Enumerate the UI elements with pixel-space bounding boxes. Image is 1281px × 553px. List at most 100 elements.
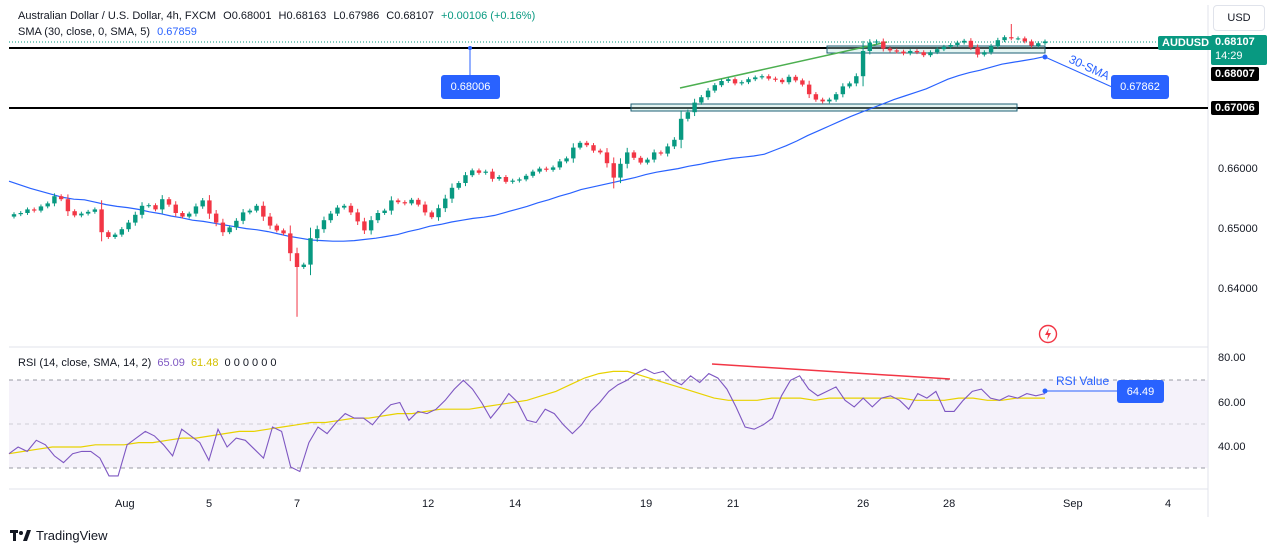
candle-body bbox=[476, 170, 482, 173]
price-pane[interactable] bbox=[9, 5, 1208, 346]
candle-body bbox=[503, 177, 509, 182]
symbol-header: Australian Dollar / U.S. Dollar, 4h, FXC… bbox=[18, 9, 535, 23]
price-trendline[interactable] bbox=[679, 41, 888, 89]
rsi-ma-line[interactable] bbox=[8, 370, 1045, 455]
level-callout[interactable]: 0.68006 bbox=[441, 75, 500, 99]
candle-body bbox=[665, 146, 670, 154]
candle-body bbox=[463, 175, 468, 183]
candle-body bbox=[753, 77, 758, 80]
ohlc-high: H0.68163 bbox=[278, 10, 327, 22]
candle-body bbox=[604, 152, 610, 164]
candle-body bbox=[119, 229, 125, 235]
sma-header[interactable]: SMA (30, close, 0, SMA, 5) 0.67859 bbox=[18, 25, 197, 39]
candle-body bbox=[146, 205, 151, 207]
candle-body bbox=[638, 157, 643, 163]
candle-body bbox=[618, 163, 623, 178]
rsi-label: RSI (14, close, SMA, 14, 2) bbox=[18, 357, 152, 369]
candle-body bbox=[867, 42, 872, 51]
rsi-value: 65.09 bbox=[157, 357, 185, 369]
candle-body bbox=[11, 214, 17, 217]
level-high-tag: 0.68007 bbox=[1211, 67, 1259, 81]
lightning-icon[interactable] bbox=[1038, 324, 1058, 344]
candle-body bbox=[315, 229, 320, 239]
candle-body bbox=[139, 205, 145, 215]
candle-body bbox=[429, 212, 434, 218]
rsi-band bbox=[9, 380, 1208, 468]
rsi-tick-60: 60.00 bbox=[1218, 397, 1246, 409]
candle-body bbox=[443, 198, 448, 209]
support-zone-box[interactable] bbox=[630, 103, 1018, 112]
price-tick-0.65: 0.65000 bbox=[1218, 223, 1258, 235]
candle-body bbox=[180, 213, 185, 217]
candle-body bbox=[961, 40, 967, 43]
candle-body bbox=[672, 139, 677, 147]
candle-body bbox=[692, 102, 697, 113]
candle-body bbox=[79, 213, 84, 216]
time-tick: 28 bbox=[943, 498, 955, 510]
candle-body bbox=[220, 222, 226, 233]
candle-body bbox=[854, 76, 859, 84]
time-axis[interactable]: Aug 5 7 12 14 19 21 26 28 Sep 4 bbox=[115, 498, 1171, 510]
candle-body bbox=[564, 158, 569, 162]
candle-body bbox=[651, 152, 657, 160]
candle-body bbox=[625, 152, 630, 164]
candle-body bbox=[92, 209, 98, 212]
candle-body bbox=[496, 177, 502, 179]
candle-body bbox=[941, 46, 947, 50]
candle-body bbox=[288, 233, 293, 254]
rsi-text-label: RSI Value bbox=[1056, 374, 1109, 388]
candle-body bbox=[921, 52, 926, 56]
level-callout-anchor bbox=[468, 46, 472, 50]
candle-body bbox=[928, 52, 933, 56]
candle-body bbox=[355, 212, 360, 222]
rsi-callout[interactable]: 64.49 bbox=[1117, 380, 1164, 403]
rsi-callout-anchor bbox=[1042, 388, 1048, 394]
rsi-zeros: 0 0 0 0 0 0 bbox=[224, 357, 277, 369]
candle-body bbox=[773, 78, 778, 80]
candle-body bbox=[813, 94, 819, 100]
rsi-tick-40: 40.00 bbox=[1218, 441, 1246, 453]
time-tick: 14 bbox=[509, 498, 521, 510]
candle-body bbox=[685, 112, 691, 119]
countdown-value: 14:29 bbox=[1215, 50, 1243, 62]
sma-callout[interactable]: 0.67862 bbox=[1111, 75, 1169, 99]
candle-body bbox=[470, 170, 475, 176]
sma-callout-anchor bbox=[1042, 54, 1048, 60]
candle-body bbox=[699, 97, 704, 103]
candle-body bbox=[779, 79, 785, 83]
symbol-title: Australian Dollar / U.S. Dollar, 4h, FXC… bbox=[18, 10, 217, 22]
candle-body bbox=[58, 196, 64, 200]
candle-body bbox=[988, 46, 994, 53]
candle-body bbox=[490, 171, 495, 179]
candle-body bbox=[52, 196, 57, 204]
candle-body bbox=[18, 213, 23, 215]
candle-body bbox=[800, 80, 805, 85]
sma-line[interactable] bbox=[8, 55, 1046, 242]
candle-body bbox=[894, 50, 899, 52]
ohlc-low: L0.67986 bbox=[333, 10, 380, 22]
candle-body bbox=[860, 51, 866, 77]
candle-body bbox=[362, 221, 367, 231]
candle-body bbox=[25, 209, 30, 213]
rsi-divergence-line[interactable] bbox=[711, 363, 951, 380]
ohlc-change: +0.00106 (+0.16%) bbox=[441, 10, 536, 22]
candle-body bbox=[726, 79, 731, 81]
rsi-line[interactable] bbox=[8, 368, 1046, 477]
candle-body bbox=[517, 179, 522, 181]
candle-body bbox=[187, 213, 192, 217]
candle-body bbox=[530, 171, 536, 176]
candle-body bbox=[267, 216, 273, 226]
rsi-header[interactable]: RSI (14, close, SMA, 14, 2) 65.09 61.48 … bbox=[18, 357, 277, 369]
currency-button[interactable]: USD bbox=[1213, 5, 1265, 31]
rsi-ma-value: 61.48 bbox=[190, 357, 219, 369]
candle-body bbox=[341, 205, 347, 208]
candle-body bbox=[1029, 41, 1034, 46]
tradingview-logo[interactable]: TradingView bbox=[10, 528, 108, 543]
candle-body bbox=[294, 253, 300, 267]
candle-body bbox=[166, 199, 172, 205]
candle-body bbox=[247, 210, 253, 213]
last-price-tag: 0.68107 14:29 bbox=[1211, 35, 1267, 65]
candle-body bbox=[793, 76, 798, 81]
candle-body bbox=[739, 82, 744, 84]
